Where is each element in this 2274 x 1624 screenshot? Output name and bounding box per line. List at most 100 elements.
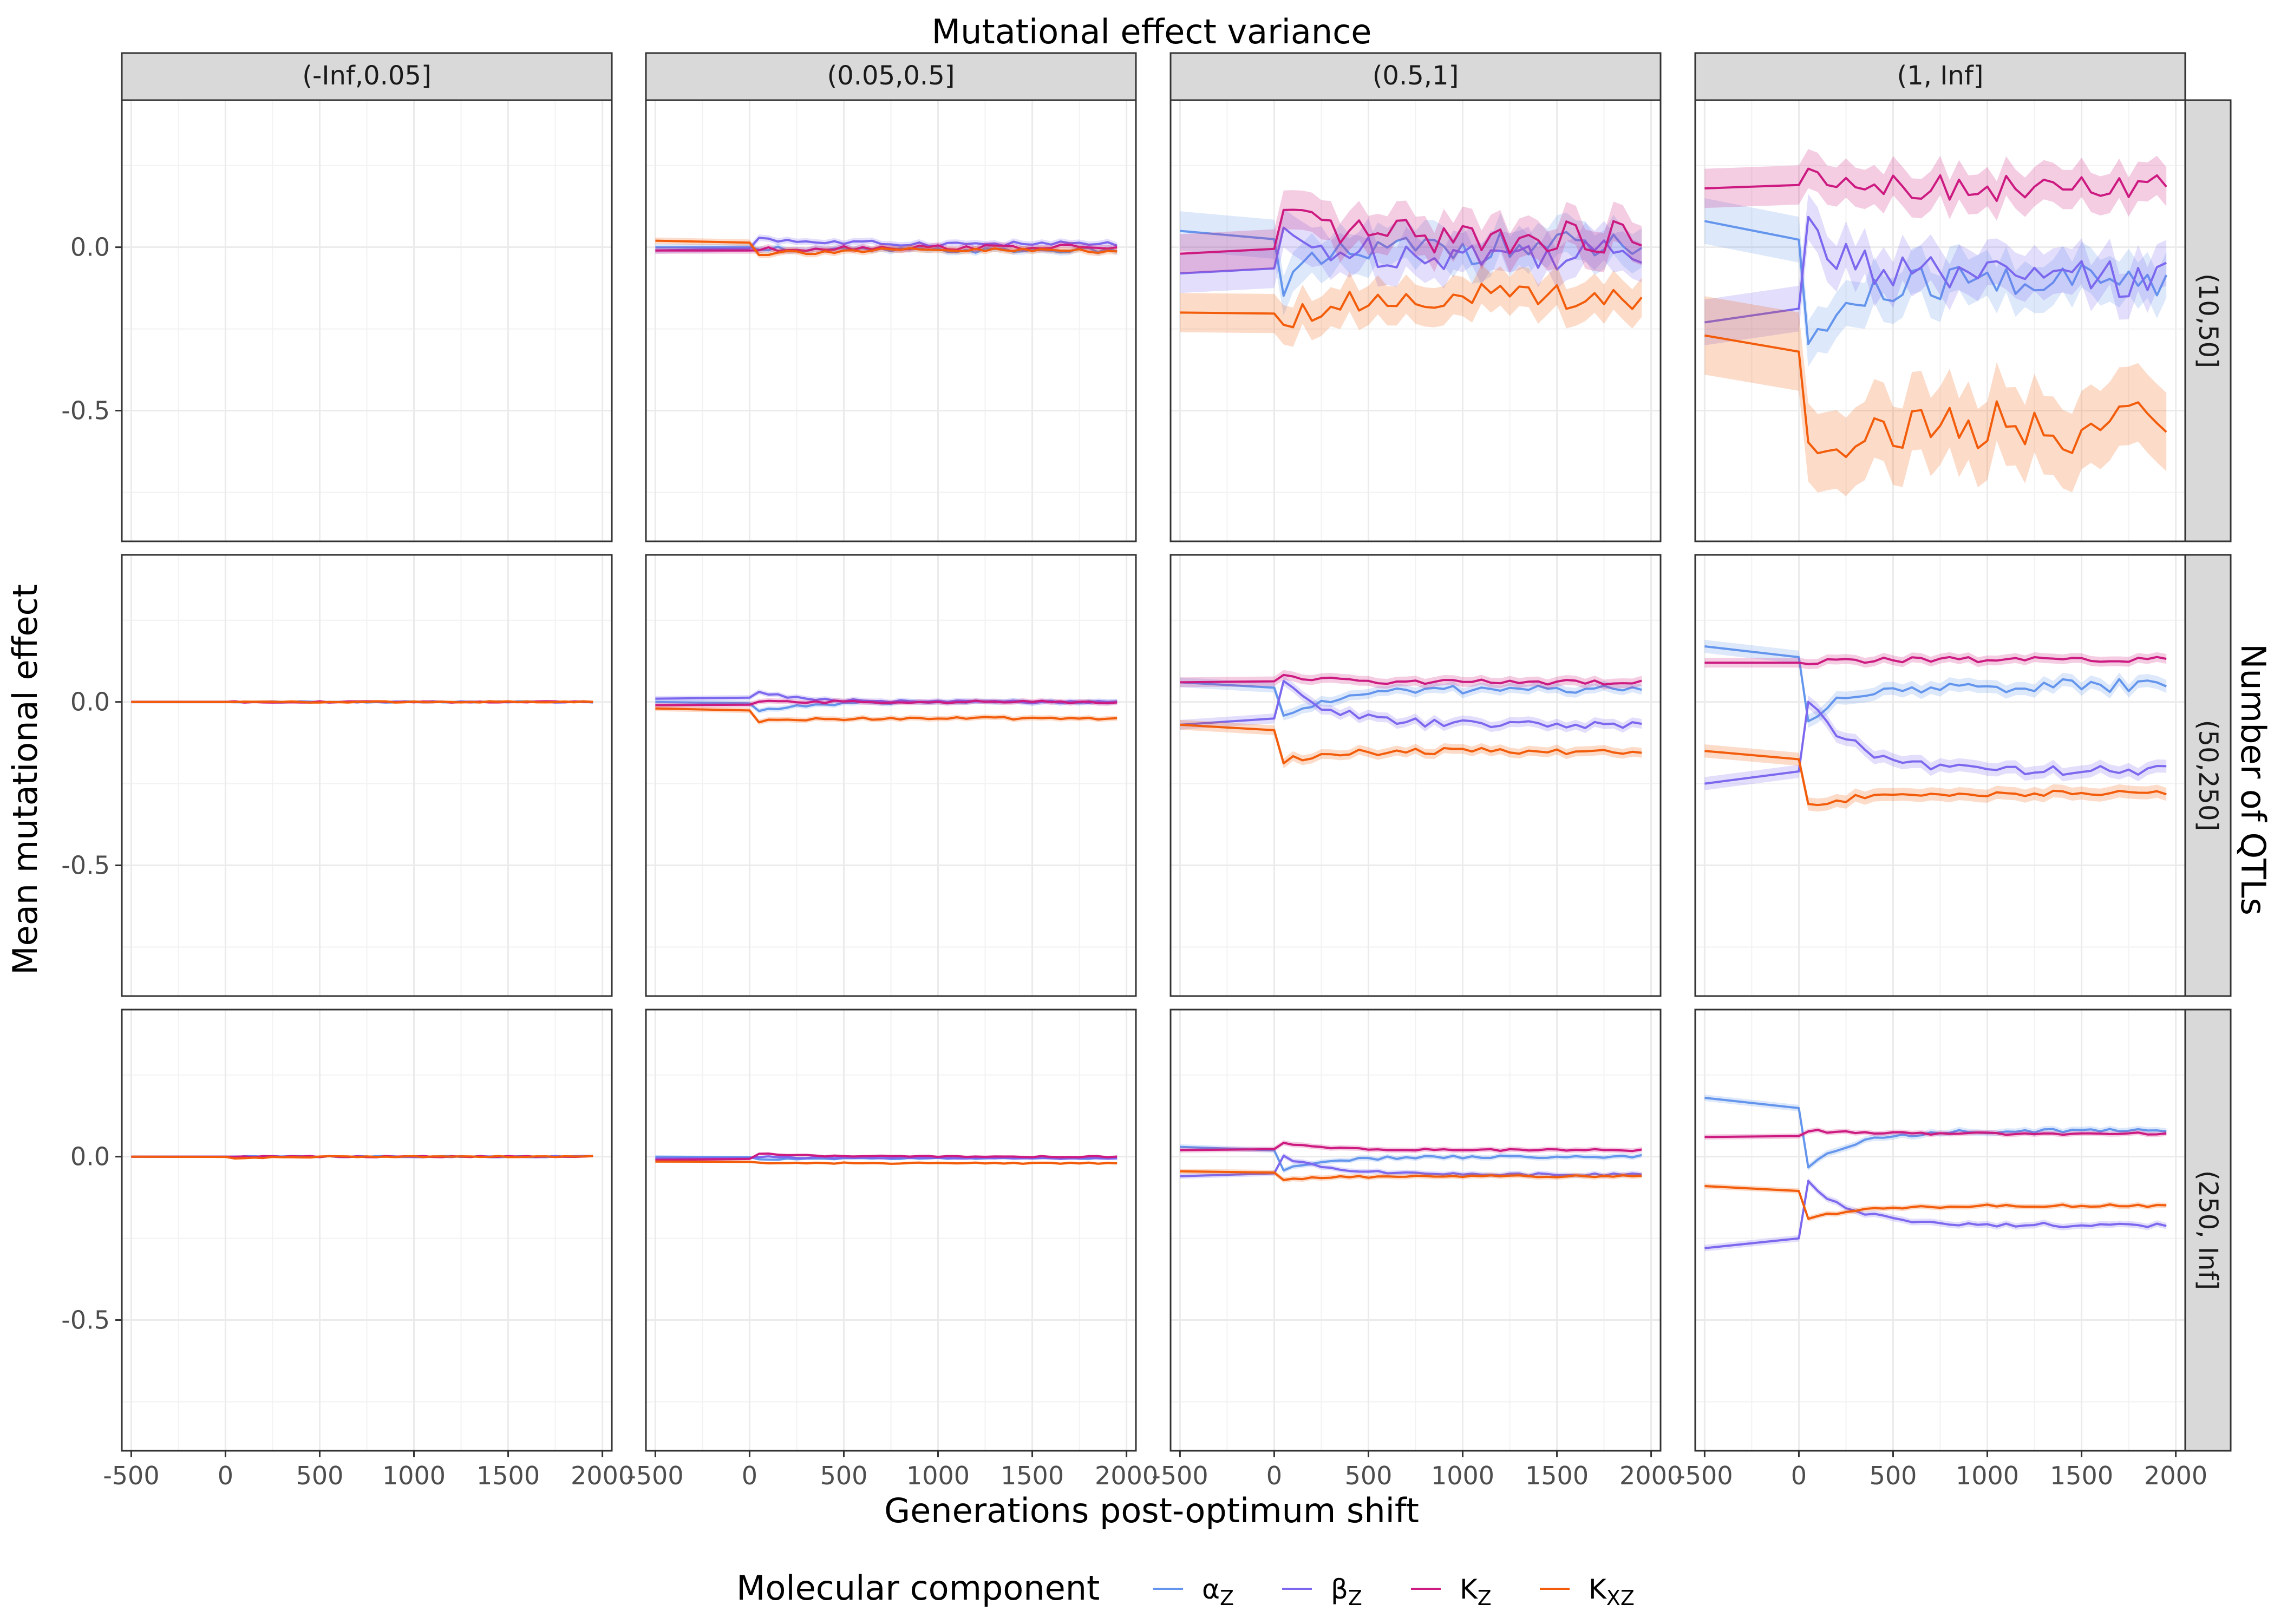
x-tick-label: 0 (218, 1461, 233, 1490)
legend-label-KXZ: KXZ (1589, 1574, 1635, 1610)
series-line-KXZ (131, 1155, 593, 1160)
row-strip (2184, 99, 2232, 542)
series-line-KXZ (131, 700, 593, 704)
series-line-KXZ (1704, 334, 2167, 459)
x-tick-label: 500 (1345, 1461, 1393, 1490)
x-tick-label: 0 (1266, 1461, 1282, 1490)
column-strip (1694, 52, 2186, 101)
chart-title: Mutational effect variance (932, 12, 1372, 51)
column-strip (1169, 52, 1662, 101)
series-line-KXZ (1180, 283, 1643, 329)
panel-border (121, 554, 613, 997)
series-line-beta (1180, 680, 1642, 729)
series-line-KZ (1180, 673, 1642, 686)
x-tick-label: 500 (296, 1461, 344, 1490)
series-line-KZ (655, 1152, 1118, 1161)
panel-r0-c2 (1169, 99, 1662, 542)
panel-r0-c1 (645, 99, 1137, 542)
panel-r2-c3 (1694, 1009, 2186, 1452)
ribbon-beta (1180, 1153, 1642, 1179)
panel-border (645, 1009, 1137, 1452)
row-strip (2184, 1009, 2232, 1452)
legend-label-beta: βZ (1331, 1574, 1362, 1610)
series-line-KZ (1180, 208, 1642, 255)
x-tick-label: 1000 (1956, 1461, 2019, 1490)
ribbon-KXZ (1704, 744, 2167, 812)
ribbon-beta (1704, 194, 2167, 345)
panel-border (645, 554, 1137, 997)
series-line-KZ (655, 244, 1118, 252)
series-line-beta (1704, 1180, 2167, 1249)
x-tick-label: 2000 (1619, 1461, 1683, 1490)
series-line-KZ (1704, 1129, 2167, 1138)
ribbon-KXZ (1180, 264, 1642, 347)
y-tick-label: 0.0 (70, 1142, 110, 1171)
panel-r1-c2 (1169, 554, 1662, 997)
x-tick-label: -500 (627, 1461, 683, 1490)
x-tick-label: 2000 (2144, 1461, 2207, 1490)
panel-border (1169, 554, 1662, 997)
x-tick-label: 1000 (382, 1461, 446, 1490)
column-strip (121, 52, 613, 101)
legend-title: Molecular component (736, 1568, 1100, 1608)
series-line-KXZ (1704, 1185, 2167, 1220)
panel-r2-c2 (1169, 1009, 1662, 1452)
panel-r1-c3 (1694, 554, 2186, 997)
series-line-KZ (1180, 1142, 1642, 1152)
series-line-KXZ (1704, 750, 2167, 807)
panel-r1-c0 (121, 554, 613, 997)
panel-r1-c1 (645, 554, 1137, 997)
x-tick-label: -500 (1152, 1461, 1208, 1490)
x-tick-label: 0 (742, 1461, 757, 1490)
series-line-KXZ (655, 707, 1118, 724)
y-tick-label: 0.0 (70, 687, 110, 717)
series-line-KZ (655, 699, 1118, 706)
panel-border (1169, 1009, 1662, 1452)
legend-label-alpha: αZ (1202, 1574, 1234, 1610)
panel-border (1694, 554, 2186, 997)
x-tick-label: 2000 (571, 1461, 634, 1490)
row-strip-label: (10,50] (2193, 273, 2223, 368)
series-line-beta (1180, 226, 1642, 274)
column-strip-label: (-Inf,0.05] (302, 61, 431, 91)
x-tick-label: -500 (103, 1461, 159, 1490)
y-axis-title: Mean mutational effect (5, 584, 45, 975)
row-facet-title: Number of QTLs (2233, 644, 2273, 915)
x-tick-label: 2000 (1095, 1461, 1158, 1490)
series-line-KZ (1704, 656, 2167, 665)
panel-border (121, 1009, 613, 1452)
panel-border (1694, 1009, 2186, 1452)
column-strip (645, 52, 1137, 101)
column-strip-label: (0.5,1] (1373, 61, 1459, 91)
series-line-alpha (1180, 230, 1643, 297)
series-line-KZ (1704, 167, 2167, 202)
panel-border (1694, 99, 2186, 542)
legend: Molecular component αZ βZ KZ KXZ (736, 1568, 1635, 1610)
x-tick-label: 0 (1791, 1461, 1807, 1490)
column-strip-label: (1, Inf] (1897, 61, 1984, 91)
x-tick-label: 1500 (1525, 1461, 1589, 1490)
series-line-beta (1704, 215, 2167, 324)
series-line-KXZ (655, 239, 1118, 256)
x-tick-label: 1500 (1001, 1461, 1064, 1490)
panel-border (645, 99, 1137, 542)
ribbon-KXZ (1704, 1183, 2167, 1222)
panel-border (1169, 99, 1662, 542)
y-tick-label: 0.0 (70, 233, 110, 262)
series-line-KXZ (655, 1160, 1118, 1165)
x-tick-label: 500 (1870, 1461, 1917, 1490)
series-line-beta (655, 1155, 1118, 1160)
series-line-alpha (1180, 1145, 1642, 1172)
x-tick-label: 1000 (1431, 1461, 1494, 1490)
series-line-alpha (1180, 681, 1642, 717)
series-line-KXZ (1180, 1170, 1642, 1181)
y-tick-label: -0.5 (61, 396, 110, 425)
row-strip-label: (50,250] (2193, 720, 2223, 831)
ribbon-alpha (1704, 198, 2167, 367)
x-tick-label: 1500 (2050, 1461, 2113, 1490)
row-strip-label: (250, Inf] (2193, 1170, 2223, 1290)
ribbon-alpha (1180, 677, 1642, 721)
x-tick-label: 500 (820, 1461, 868, 1490)
series-line-alpha (1704, 645, 2167, 723)
